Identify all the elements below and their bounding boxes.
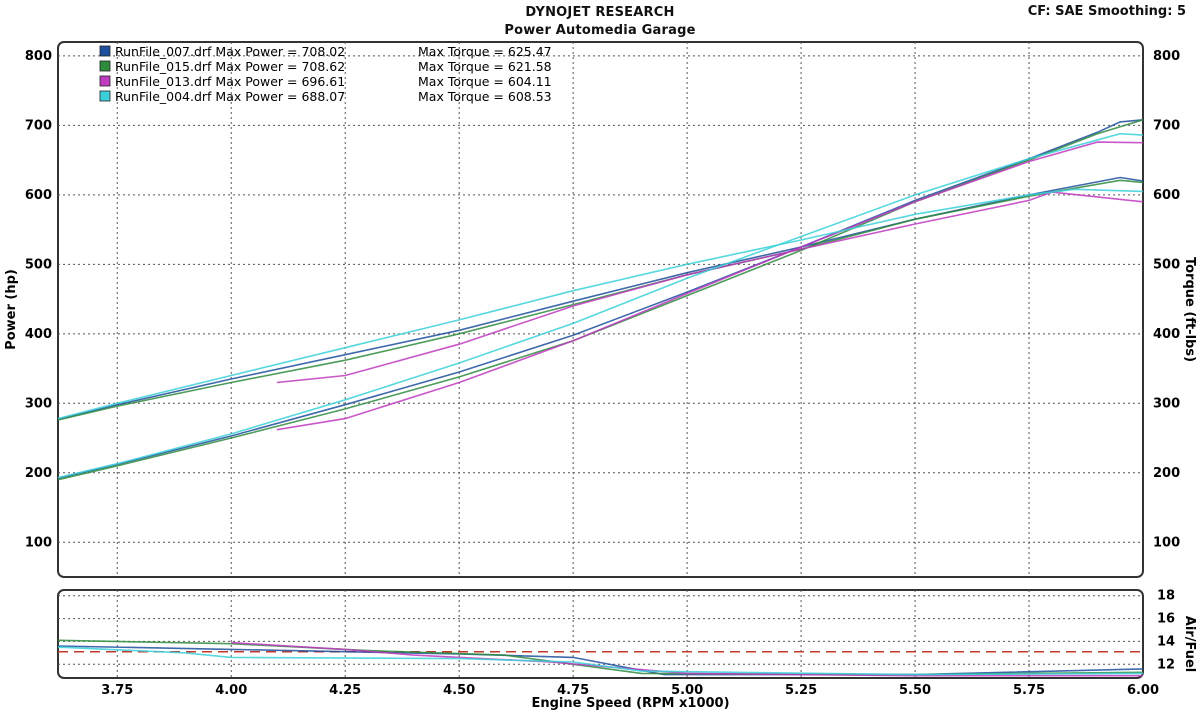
x-tick-label: 5.75 xyxy=(1013,683,1045,698)
y-tick-label: 600 xyxy=(25,188,52,203)
afr-tick-label: 16 xyxy=(1157,612,1175,627)
y2-tick-label: 300 xyxy=(1153,396,1180,411)
chart-title: DYNOJET RESEARCH xyxy=(525,5,675,20)
legend-entry-torque: Max Torque = 608.53 xyxy=(418,89,552,104)
y-tick-label: 700 xyxy=(25,118,52,133)
y2-tick-label: 500 xyxy=(1153,257,1180,272)
y2-axis-label: Torque (ft-lbs) xyxy=(1182,257,1197,362)
y2-tick-label: 700 xyxy=(1153,118,1180,133)
correction-factor-label: CF: SAE Smoothing: 5 xyxy=(1027,4,1186,19)
y-tick-label: 300 xyxy=(25,396,52,411)
torque-line-RunFile_007-drf xyxy=(57,176,1144,421)
y-tick-label: 200 xyxy=(25,466,52,481)
main-plot-frame xyxy=(57,41,1144,578)
legend-swatch xyxy=(99,45,111,57)
afr-line-RunFile_004-drf xyxy=(57,646,1144,676)
x-tick-label: 4.25 xyxy=(329,683,361,698)
x-tick-label: 4.00 xyxy=(215,683,247,698)
legend-swatch xyxy=(99,75,111,87)
x-tick-label: 6.00 xyxy=(1127,683,1159,698)
y-tick-label: 500 xyxy=(25,257,52,272)
torque-line-RunFile_004-drf xyxy=(57,188,1144,420)
y2-tick-label: 600 xyxy=(1153,188,1180,203)
x-tick-label: 3.75 xyxy=(101,683,133,698)
legend-entry-torque: Max Torque = 621.58 xyxy=(418,59,552,74)
torque-line-RunFile_013-drf xyxy=(276,191,1144,384)
legend-entry-name: RunFile_004.drf Max Power = 688.07 xyxy=(115,89,345,104)
y2-tick-label: 100 xyxy=(1153,535,1180,550)
x-tick-label: 4.50 xyxy=(443,683,475,698)
legend-entry-torque: Max Torque = 604.11 xyxy=(418,74,552,89)
legend-entry-name: RunFile_007.drf Max Power = 708.02 xyxy=(115,44,345,59)
x-tick-label: 4.75 xyxy=(557,683,589,698)
legend-swatch xyxy=(99,60,111,72)
legend-entry-torque: Max Torque = 625.47 xyxy=(418,44,552,59)
power-line-RunFile_004-drf xyxy=(57,132,1144,479)
power-line-RunFile_013-drf xyxy=(276,141,1144,431)
y-axis-label: Power (hp) xyxy=(4,269,19,350)
afr-tick-label: 18 xyxy=(1157,589,1175,604)
x-tick-label: 5.50 xyxy=(899,683,931,698)
afr-plot-frame xyxy=(57,589,1144,679)
legend-entry-name: RunFile_013.drf Max Power = 696.61 xyxy=(115,74,345,89)
x-axis-label: Engine Speed (RPM x1000) xyxy=(531,696,729,711)
y-tick-label: 400 xyxy=(25,327,52,342)
x-tick-label: 5.25 xyxy=(785,683,817,698)
y2-tick-label: 800 xyxy=(1153,49,1180,64)
legend-swatch xyxy=(99,90,111,102)
x-tick-label: 5.00 xyxy=(671,683,703,698)
afr-tick-label: 12 xyxy=(1157,657,1175,672)
power-line-RunFile_007-drf xyxy=(57,119,1144,480)
legend-entry-name: RunFile_015.drf Max Power = 708.62 xyxy=(115,59,345,74)
y2-tick-label: 200 xyxy=(1153,466,1180,481)
chart-subtitle: Power Automedia Garage xyxy=(504,23,696,38)
y-tick-label: 100 xyxy=(25,535,52,550)
y2-tick-label: 400 xyxy=(1153,327,1180,342)
afr-tick-label: 14 xyxy=(1157,634,1175,649)
y-tick-label: 800 xyxy=(25,49,52,64)
afr-axis-label: Air/Fuel xyxy=(1182,616,1197,672)
